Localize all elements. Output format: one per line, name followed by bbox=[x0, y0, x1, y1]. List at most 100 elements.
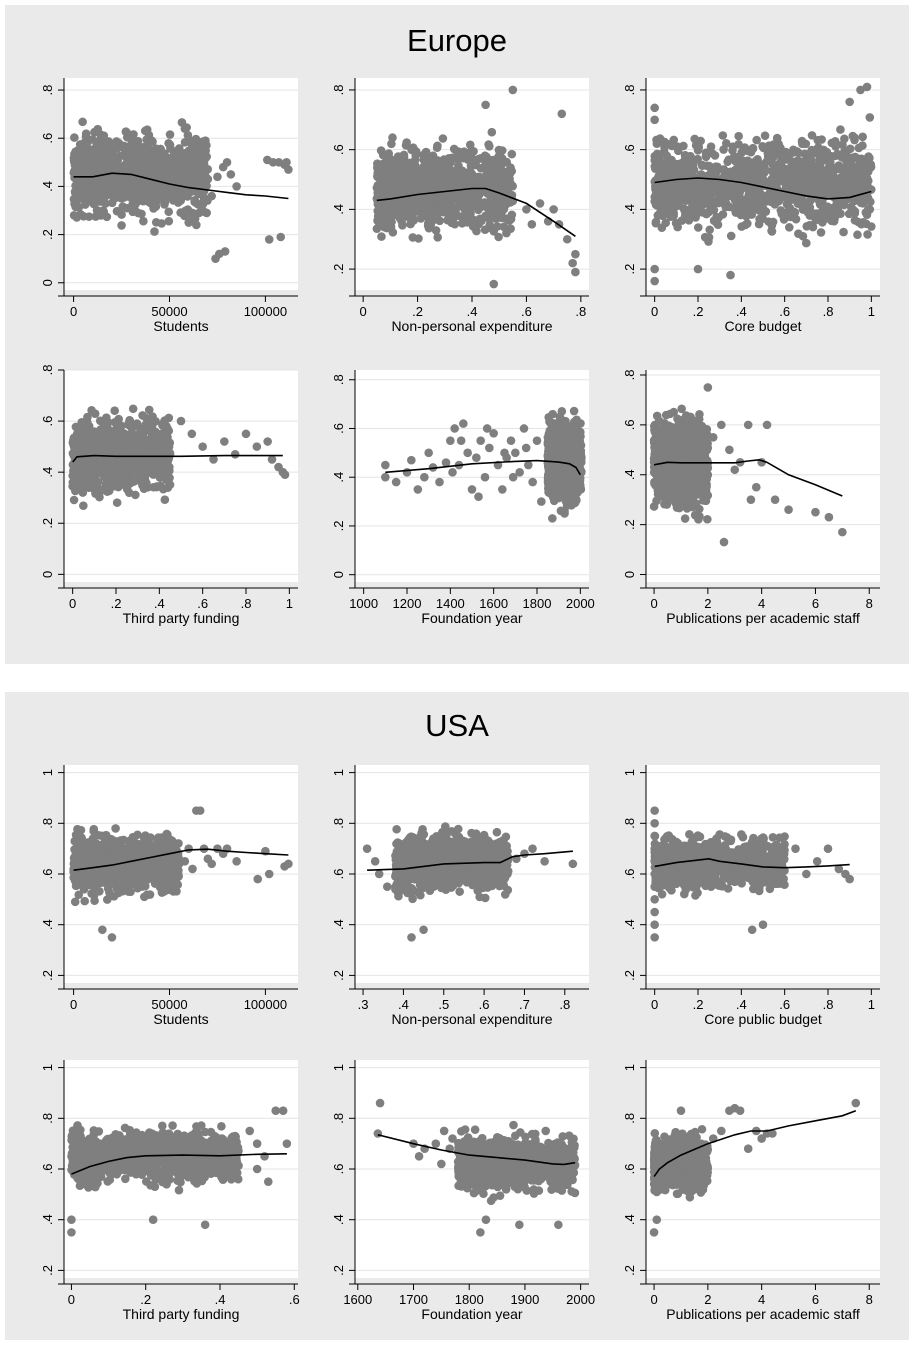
europe-chart-3-data-point bbox=[709, 216, 719, 226]
europe-chart-5-y-tick-label: .8 bbox=[331, 374, 346, 385]
europe-chart-2-x-tick-label: .4 bbox=[467, 304, 478, 319]
europe-chart-3-data-point bbox=[665, 192, 675, 201]
europe-chart-1-data-point bbox=[88, 135, 97, 144]
europe-chart-3-data-point bbox=[731, 157, 741, 167]
europe-chart-5-data-point bbox=[566, 496, 575, 506]
europe-chart-4-data-point bbox=[280, 470, 290, 480]
europe-chart-6-y-tick-label: .4 bbox=[622, 469, 637, 480]
europe-chart-5-x-tick-label: 1800 bbox=[523, 596, 552, 611]
europe-chart-2-data-point bbox=[432, 143, 442, 153]
europe-chart-2-data-point bbox=[399, 150, 409, 160]
europe-chart-3-data-point bbox=[682, 196, 691, 205]
europe-chart-6-y-tick-label: 0 bbox=[622, 571, 637, 578]
europe-chart-2-x-tick-label: .2 bbox=[412, 304, 423, 319]
europe-chart-6-x-tick-label: 2 bbox=[704, 596, 711, 611]
europe-chart-3-data-point bbox=[746, 167, 756, 177]
europe-chart-4-data-point bbox=[263, 437, 272, 446]
europe-chart-2-data-point bbox=[408, 165, 417, 174]
europe-chart-1-data-point bbox=[199, 186, 209, 196]
europe-chart-1-data-point bbox=[232, 182, 241, 191]
europe-chart-2-y-tick-label: .4 bbox=[331, 204, 346, 215]
europe-chart-4-data-point bbox=[139, 484, 149, 493]
europe-chart-3-data-point bbox=[778, 172, 788, 181]
europe-chart-4-x-tick-label: .6 bbox=[197, 596, 208, 611]
europe-chart-3-data-point bbox=[652, 139, 662, 148]
europe-chart-5-data-point bbox=[446, 436, 455, 445]
europe-chart-3-data-point bbox=[797, 136, 807, 146]
europe-chart-4-data-point bbox=[147, 465, 156, 475]
europe-chart-5-data-point bbox=[402, 468, 412, 477]
europe-chart-1-data-point bbox=[193, 167, 203, 177]
europe-chart-3-data-point bbox=[816, 228, 826, 237]
europe-chart-1-data-point bbox=[71, 202, 80, 212]
europe-chart-1-data-point bbox=[118, 142, 128, 152]
europe-chart-1-data-point bbox=[146, 187, 155, 197]
europe-chart-2-data-point bbox=[499, 222, 509, 232]
europe-chart-1-y-tick-label: .4 bbox=[40, 181, 55, 192]
europe-chart-3-data-point bbox=[650, 264, 659, 274]
europe-chart-1-data-point bbox=[164, 216, 174, 226]
europe-chart-3-data-point bbox=[709, 205, 719, 215]
europe-chart-4-data-point bbox=[79, 501, 88, 510]
europe-chart-3-data-point bbox=[807, 165, 816, 175]
europe-chart-3-data-point bbox=[687, 186, 696, 196]
europe-chart-1-data-point bbox=[139, 162, 149, 172]
europe-chart-5-data-point bbox=[424, 448, 433, 458]
europe-chart-3-data-point bbox=[867, 222, 876, 231]
europe-chart-1-data-point bbox=[83, 155, 93, 165]
europe-chart-1-data-point bbox=[171, 149, 181, 158]
europe-chart-2-data-point bbox=[499, 204, 509, 214]
europe-chart-1-data-point bbox=[207, 191, 216, 201]
europe-chart-2-data-point bbox=[507, 149, 517, 159]
europe-chart-2-data-point bbox=[454, 192, 463, 202]
europe-chart-1-data-point bbox=[93, 150, 103, 160]
europe-chart-5-data-point bbox=[420, 472, 429, 482]
europe-chart-4-data-point bbox=[103, 417, 113, 427]
europe-chart-4-data-point bbox=[117, 421, 126, 431]
europe-chart-5-y-tick-label: .2 bbox=[331, 521, 346, 532]
europe-chart-5-data-point bbox=[508, 472, 518, 482]
europe-chart-3-data-point bbox=[795, 158, 804, 167]
europe-chart-1-y-tick-label: .6 bbox=[40, 133, 55, 144]
europe-chart-1-data-point bbox=[188, 212, 198, 221]
europe-chart-6-x-axis-label: Publications per academic staff bbox=[666, 610, 860, 626]
europe-chart-4-data-point bbox=[106, 428, 115, 438]
europe-chart-4-data-point bbox=[230, 449, 240, 459]
europe-chart-5-data-point bbox=[519, 424, 529, 433]
europe-chart-6-y-tick-label: .6 bbox=[622, 419, 637, 430]
europe-chart-4-data-point bbox=[241, 429, 251, 439]
europe-chart-5-x-tick-label: 1400 bbox=[436, 596, 465, 611]
europe-chart-2-data-point bbox=[383, 180, 393, 189]
europe-chart-5-data-point bbox=[511, 448, 520, 458]
europe-chart-2-data-point bbox=[480, 225, 490, 235]
europe-chart-3-data-point bbox=[693, 223, 703, 232]
europe-chart-2-data-point bbox=[425, 170, 434, 179]
europe-chart-2-data-point bbox=[465, 148, 475, 157]
europe-chart-4-x-tick-label: 0 bbox=[69, 596, 76, 611]
europe-chart-3-data-point bbox=[859, 217, 868, 227]
europe-chart-3-data-point bbox=[673, 222, 682, 232]
europe-chart-2-data-point bbox=[474, 197, 483, 207]
europe-chart-2-data-point bbox=[377, 232, 386, 241]
europe-chart-3-data-point bbox=[836, 125, 845, 134]
europe-chart-2-data-point bbox=[457, 219, 467, 228]
europe-chart-3-data-point bbox=[718, 210, 728, 219]
europe-chart-4-y-tick-label: .6 bbox=[40, 416, 55, 427]
europe-chart-5-x-tick-label: 1000 bbox=[349, 596, 378, 611]
europe-chart-2-data-point bbox=[465, 140, 475, 150]
europe-chart-3-x-tick-label: .8 bbox=[823, 304, 834, 319]
europe-chart-1-data-point bbox=[137, 150, 147, 160]
europe-chart-2-data-point bbox=[427, 187, 437, 196]
europe-chart-3-data-point bbox=[747, 210, 757, 219]
europe-chart-2-data-point bbox=[481, 211, 491, 221]
europe-chart-4-data-point bbox=[144, 424, 153, 434]
europe-chart-1-data-point bbox=[226, 170, 236, 179]
europe-chart-4-data-point bbox=[110, 481, 119, 491]
europe-chart-4-data-point bbox=[75, 484, 85, 494]
europe-chart-1-data-point bbox=[213, 172, 222, 182]
europe-chart-3-data-point bbox=[858, 132, 868, 142]
europe-chart-2-data-point bbox=[571, 267, 580, 277]
europe-chart-3-y-tick-label: .2 bbox=[622, 264, 637, 275]
